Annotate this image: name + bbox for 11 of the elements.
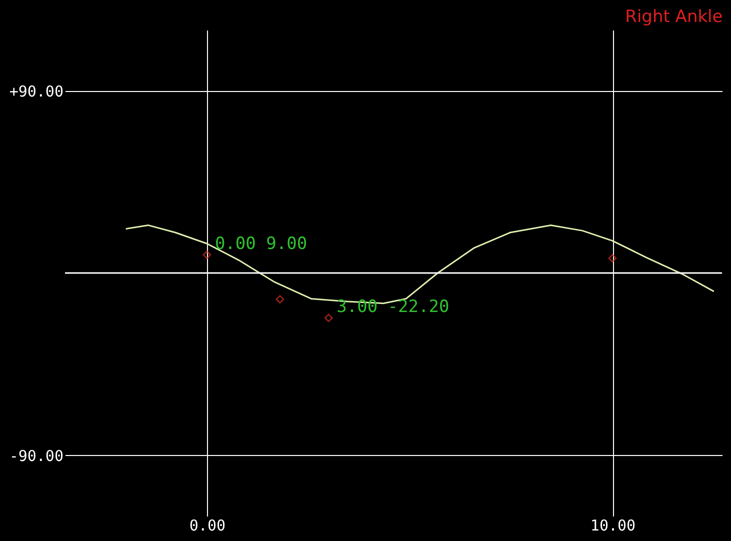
annotation: 0.00 9.00 <box>214 234 308 254</box>
x-tick-label: 0.00 <box>189 516 226 534</box>
point <box>324 314 333 322</box>
x-tick-label: 10.00 <box>590 516 636 534</box>
point <box>202 250 212 259</box>
y-tick-label: -90.00 <box>9 446 64 465</box>
chart-title: Right Ankle <box>625 7 723 27</box>
point <box>608 254 617 262</box>
annotation: 3.00 -22.20 <box>336 296 450 317</box>
point <box>276 295 284 304</box>
y-tick-label: +90.00 <box>9 82 64 100</box>
